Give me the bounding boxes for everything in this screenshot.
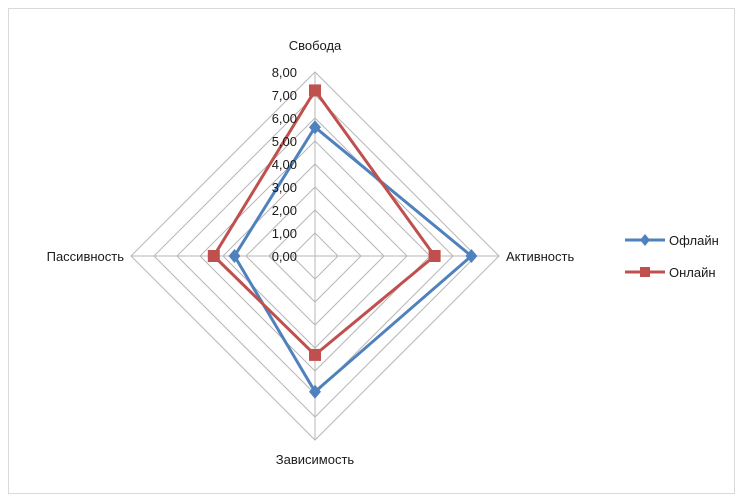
axis-label: Свобода [289, 38, 342, 53]
legend-label: Онлайн [669, 265, 716, 280]
tick-label: 8,00 [272, 65, 297, 80]
tick-label: 1,00 [272, 226, 297, 241]
legend-item: Офлайн [625, 233, 719, 248]
data-point [309, 348, 321, 361]
data-point [309, 120, 321, 135]
axis-label: Активность [506, 249, 574, 264]
data-point [465, 249, 478, 263]
tick-label: 3,00 [272, 180, 297, 195]
axis-label: Пассивность [47, 249, 125, 264]
axis-labels: Свобода Активность Зависимость Пассивность [47, 38, 575, 467]
data-point [309, 84, 321, 97]
tick-label: 2,00 [272, 203, 297, 218]
data-point [309, 384, 321, 399]
data-point [207, 250, 220, 262]
data-point [228, 249, 241, 263]
data-point [428, 250, 441, 262]
axis-label: Зависимость [276, 452, 355, 467]
tick-label: 5,00 [272, 134, 297, 149]
tick-label: 6,00 [272, 111, 297, 126]
tick-labels: 0,00 1,00 2,00 3,00 4,00 5,00 6,00 7,00 8,00 [272, 65, 297, 264]
legend-marker [640, 234, 650, 246]
series-0 [228, 120, 478, 399]
series-layer [207, 84, 478, 399]
legend-item: Онлайн [625, 265, 716, 280]
legend-label: Офлайн [669, 233, 719, 248]
chart-area [8, 8, 735, 494]
tick-label: 0,00 [272, 249, 297, 264]
tick-label: 7,00 [272, 88, 297, 103]
legend-marker [640, 267, 650, 277]
legend: Офлайн Онлайн [625, 233, 719, 280]
series-1 [207, 84, 441, 361]
tick-label: 4,00 [272, 157, 297, 172]
